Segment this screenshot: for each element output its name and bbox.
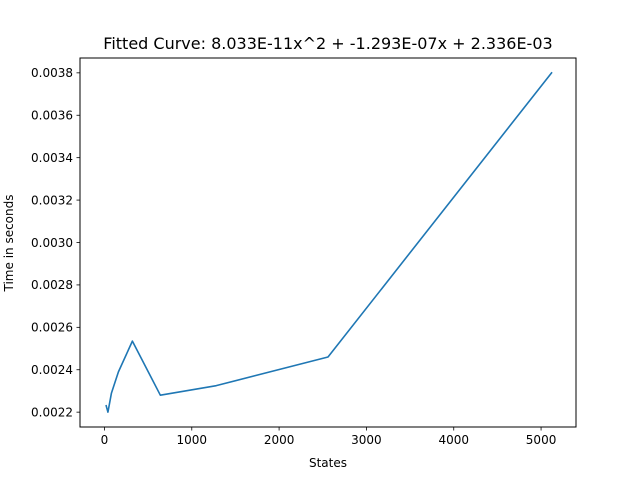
y-tick-label: 0.0032	[31, 193, 73, 207]
x-tick-label: 5000	[526, 433, 557, 447]
x-tick-label: 4000	[438, 433, 469, 447]
x-tick-label: 0	[101, 433, 109, 447]
y-tick-label: 0.0024	[31, 363, 73, 377]
x-tick-label: 1000	[177, 433, 208, 447]
x-axis: 0 1000 2000 3000 4000 5000	[101, 427, 557, 447]
y-tick-label: 0.0028	[31, 278, 73, 292]
y-tick-label: 0.0038	[31, 66, 73, 80]
chart-title: Fitted Curve: 8.033E-11x^2 + -1.293E-07x…	[103, 34, 552, 53]
series-line-1	[105, 71, 553, 413]
plot-area	[105, 71, 553, 413]
x-tick-label: 2000	[264, 433, 295, 447]
y-tick-label: 0.0026	[31, 321, 73, 335]
y-axis: 0.0022 0.0024 0.0026 0.0028 0.0030 0.0032 0.00…	[31, 66, 80, 419]
y-axis-label: Time in seconds	[2, 195, 16, 293]
y-tick-label: 0.0030	[31, 236, 73, 250]
y-tick-label: 0.0022	[31, 405, 73, 419]
x-axis-label: States	[309, 456, 347, 470]
y-tick-label: 0.0034	[31, 151, 73, 165]
x-tick-label: 3000	[351, 433, 382, 447]
y-tick-label: 0.0036	[31, 109, 73, 123]
